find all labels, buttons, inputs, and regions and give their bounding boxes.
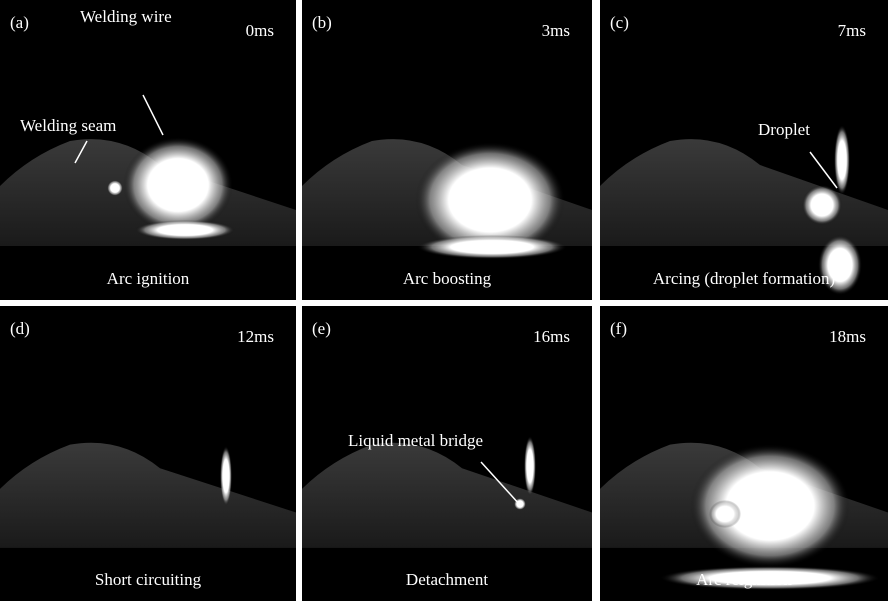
panel-background [0,306,296,601]
annotation: Liquid metal bridge [348,431,483,450]
caption: Arc ignition [107,269,190,288]
panel-label: (d) [10,319,30,338]
figure: (a) 0ms Arc ignition Welding wire Welding se… [0,0,888,601]
arc-glow [802,185,842,225]
panel-label: (e) [312,319,331,338]
panel-label: (c) [610,13,629,32]
timestamp: 16ms [533,327,570,346]
timestamp: 12ms [237,327,274,346]
panel: (d) 12ms Short circuiting [0,306,296,601]
annotation: Welding wire [80,7,172,26]
arc-glow [524,436,536,496]
timestamp: 0ms [246,21,274,40]
panel-label: (f) [610,319,627,338]
arc-glow [417,235,567,259]
panel: (b) 3ms Arc boosting [302,0,592,300]
arc-glow [220,446,232,506]
arc-glow [709,500,741,528]
annotation: Droplet [758,120,810,139]
timestamp: 7ms [838,21,866,40]
panel: (c) 7ms Arcing (droplet formation) Droplet [600,0,888,300]
panel: (f) 18ms Arc reignition [600,306,888,601]
caption: Detachment [406,570,488,589]
panel: (a) 0ms Arc ignition Welding wire Welding se… [0,0,296,300]
timestamp: 18ms [829,327,866,346]
caption: Arcing (droplet formation) [653,269,835,288]
caption: Arc boosting [403,269,492,288]
caption: Short circuiting [95,570,202,589]
annotation: Welding seam [20,116,116,135]
caption: Arc reignition [696,570,792,589]
panel-background [302,306,592,601]
panel: (e) 16ms Detachment Liquid metal bridge [302,306,592,601]
timestamp: 3ms [542,21,570,40]
arc-glow [107,180,123,196]
arc-glow [135,220,235,240]
arc-glow [123,137,233,233]
arc-glow [834,125,850,195]
panel-label: (b) [312,13,332,32]
panel-label: (a) [10,13,29,32]
